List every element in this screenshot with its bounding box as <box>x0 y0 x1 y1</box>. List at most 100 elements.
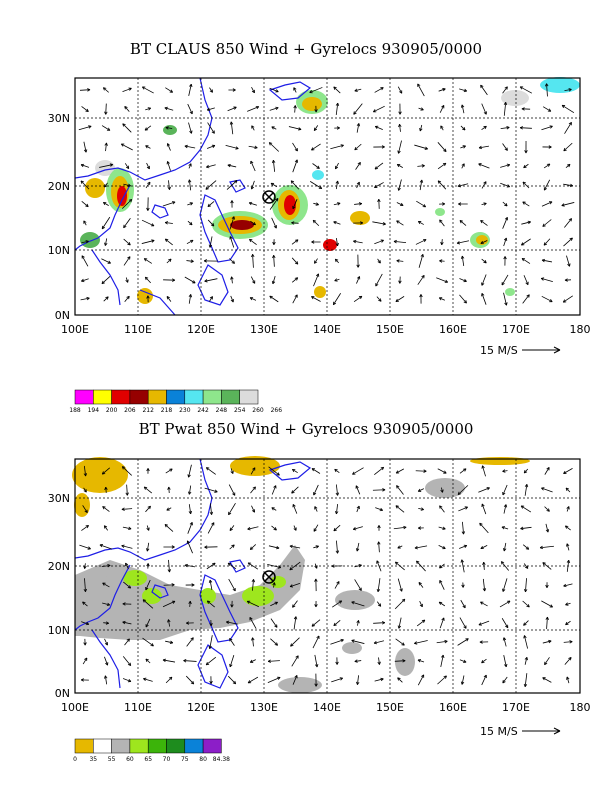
wind-arrow <box>82 657 88 665</box>
wind-arrow <box>270 601 278 607</box>
wind-arrow <box>414 144 428 150</box>
colorbar-swatch <box>74 389 94 405</box>
colorbar-label: 70 <box>163 756 171 763</box>
wind-arrow <box>248 145 258 149</box>
wind-arrow <box>209 236 213 248</box>
wind-arrow <box>541 259 553 263</box>
wind-arrow <box>354 579 362 591</box>
x-tick-label: 150E <box>376 701 404 714</box>
wind-arrow <box>520 127 532 129</box>
wind-arrow <box>399 124 401 132</box>
wind-arrow <box>206 164 216 168</box>
panel2-gyre-marker <box>262 570 276 584</box>
wind-arrow <box>312 163 320 169</box>
wind-arrow <box>101 564 111 568</box>
wind-arrow <box>414 545 428 549</box>
x-tick-label: 120E <box>187 701 215 714</box>
wind-arrow <box>269 87 279 93</box>
wind-arrow <box>269 107 279 111</box>
wind-arrow <box>105 103 107 115</box>
wind-arrow <box>459 278 467 282</box>
wind-arrow <box>188 84 192 96</box>
colorbar-swatch <box>202 389 222 405</box>
wind-arrow <box>228 578 236 592</box>
panel1-wind-vectors <box>78 83 575 306</box>
wind-arrow <box>501 274 509 286</box>
wind-arrow <box>335 103 339 115</box>
wind-arrow <box>521 258 531 264</box>
wind-arrow <box>502 578 508 592</box>
wind-arrow <box>101 467 111 475</box>
wind-arrow <box>183 660 197 662</box>
wind-arrow <box>273 255 275 267</box>
x-tick-label: 100E <box>61 323 89 336</box>
wind-arrow <box>188 485 192 495</box>
wind-arrow <box>102 506 110 512</box>
wind-arrow <box>292 142 298 152</box>
wind-arrow <box>312 219 320 227</box>
wind-arrow <box>250 486 256 494</box>
panel2-scale-label: 15 M/S <box>480 725 518 738</box>
y-tick-label: 10N <box>48 624 70 637</box>
wind-arrow <box>436 640 448 644</box>
wind-arrow <box>437 162 447 170</box>
wind-arrow <box>415 470 427 472</box>
wind-arrow <box>565 487 571 493</box>
wind-arrow <box>162 659 176 663</box>
wind-arrow <box>168 180 170 190</box>
wind-arrow <box>414 640 428 644</box>
wind-arrow <box>418 582 424 588</box>
wind-arrow <box>229 236 235 248</box>
wind-arrow <box>502 217 508 229</box>
wind-arrow <box>459 617 467 629</box>
colorbar-label: 200 <box>106 407 118 414</box>
wind-arrow <box>291 277 299 283</box>
wind-arrow <box>481 125 487 131</box>
y-tick-label: 30N <box>48 492 70 505</box>
wind-arrow <box>121 143 133 151</box>
wind-arrow <box>165 238 173 246</box>
wind-arrow <box>123 581 131 589</box>
wind-arrow <box>542 562 552 570</box>
wind-arrow <box>356 181 360 189</box>
wind-arrow <box>503 102 507 116</box>
wind-arrow <box>439 505 445 513</box>
wind-arrow <box>292 675 298 685</box>
wind-arrow <box>541 295 553 303</box>
wind-arrow <box>312 635 320 649</box>
wind-arrow <box>81 200 89 208</box>
wind-arrow <box>480 84 488 96</box>
wind-arrow <box>229 258 235 264</box>
wind-arrow <box>356 123 360 133</box>
wind-arrow <box>311 619 321 627</box>
wind-arrow <box>267 677 281 683</box>
wind-arrow <box>206 562 216 570</box>
colorbar-swatch <box>129 738 149 754</box>
wind-arrow <box>563 468 573 474</box>
wind-arrow <box>393 526 407 530</box>
wind-arrow <box>482 465 486 477</box>
wind-arrow <box>542 106 552 112</box>
y-tick-label: 10N <box>48 244 70 257</box>
wind-arrow <box>291 655 299 667</box>
wind-arrow <box>292 199 298 209</box>
wind-arrow <box>124 295 130 303</box>
wind-arrow <box>121 545 133 549</box>
wind-arrow <box>480 240 488 244</box>
panel1-grid <box>75 78 580 315</box>
wind-arrow <box>418 221 424 225</box>
colorbar-label: 248 <box>216 407 228 414</box>
wind-arrow <box>189 601 191 607</box>
wind-arrow <box>247 106 259 112</box>
wind-arrow <box>122 656 132 666</box>
wind-arrow <box>334 581 340 589</box>
wind-arrow <box>188 464 192 478</box>
wind-arrow <box>354 88 362 92</box>
colorbar-label: 60 <box>126 756 134 763</box>
wind-arrow <box>378 657 380 665</box>
wind-arrow <box>84 578 86 592</box>
x-tick-label: 130E <box>250 323 278 336</box>
wind-arrow <box>121 199 133 209</box>
wind-arrow <box>333 221 341 225</box>
wind-arrow <box>268 660 280 662</box>
